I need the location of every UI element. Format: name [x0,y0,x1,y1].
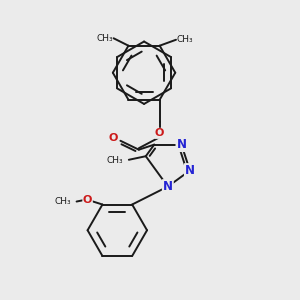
Text: CH₃: CH₃ [177,35,194,44]
Text: CH₃: CH₃ [107,156,124,165]
Text: O: O [109,134,118,143]
Text: O: O [83,195,92,205]
Text: N: N [176,138,187,151]
Text: N: N [185,164,195,177]
Text: O: O [155,128,164,138]
Text: N: N [163,180,173,193]
Text: CH₃: CH₃ [96,34,113,43]
Text: CH₃: CH₃ [55,197,71,206]
